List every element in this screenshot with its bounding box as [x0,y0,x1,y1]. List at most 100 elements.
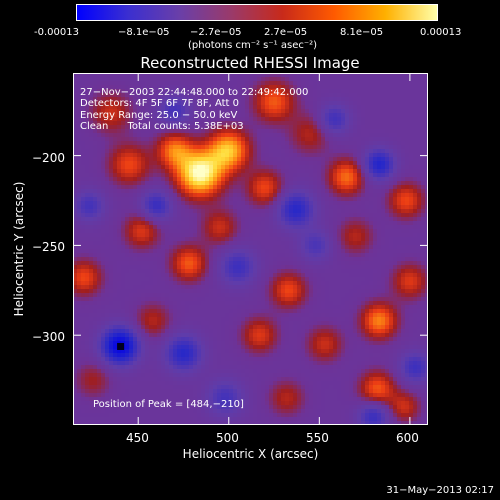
heatmap-cell [309,97,313,101]
heatmap-cell [349,293,353,297]
heatmap-cell [289,129,293,133]
heatmap-cell [185,285,189,289]
heatmap-cell [245,293,249,297]
heatmap-cell [389,105,393,109]
heatmap-cell [345,265,349,269]
heatmap-cell [229,221,233,225]
heatmap-cell [93,217,97,221]
heatmap-cell [365,265,369,269]
heatmap-cell [317,269,321,273]
heatmap-cell [389,237,393,241]
heatmap-cell [81,217,85,221]
heatmap-cell [321,213,325,217]
heatmap-cell [225,121,229,125]
heatmap-cell [377,273,381,277]
heatmap-cell [177,261,181,265]
heatmap-cell [321,169,325,173]
heatmap-cell [269,137,273,141]
heatmap-cell [229,197,233,201]
heatmap-cell [205,225,209,229]
heatmap-cell [285,113,289,117]
heatmap-cell [157,73,161,77]
heatmap-cell [397,93,401,97]
heatmap-cell [85,241,89,245]
heatmap-cell [221,277,225,281]
heatmap-cell [281,213,285,217]
heatmap-cell [285,281,289,285]
heatmap-cell [257,97,261,101]
heatmap-cell [341,125,345,129]
colorbar-tick-2: −8.1e−05 [118,27,170,38]
heatmap-cell [109,113,113,117]
heatmap-cell [277,197,281,201]
heatmap-cell [321,277,325,281]
heatmap-cell [89,113,93,117]
heatmap-cell [89,209,93,213]
heatmap-cell [185,145,189,149]
heatmap-cell [389,121,393,125]
heatmap-cell [185,165,189,169]
heatmap-cell [321,245,325,249]
heatmap-cell [285,289,289,293]
heatmap-cell [157,173,161,177]
heatmap-cell [245,265,249,269]
heatmap-cell [265,197,269,201]
heatmap-cell [117,157,121,161]
heatmap-cell [257,109,261,113]
heatmap-cell [193,221,197,225]
heatmap-cell [173,229,177,233]
heatmap-cell [425,133,428,137]
heatmap-cell [169,101,173,105]
heatmap-cell [317,129,321,133]
heatmap-cell [413,225,417,229]
heatmap-cell [217,125,221,129]
heatmap-cell [249,141,253,145]
heatmap-cell [285,97,289,101]
heatmap-cell [361,181,365,185]
heatmap-cell [377,221,381,225]
heatmap-cell [169,265,173,269]
heatmap-cell [105,185,109,189]
heatmap-cell [245,249,249,253]
heatmap-cell [89,97,93,101]
heatmap-cell [305,121,309,125]
heatmap-cell [333,137,337,141]
heatmap-cell [165,157,169,161]
heatmap-cell [257,153,261,157]
heatmap-cell [281,289,285,293]
heatmap-cell [281,241,285,245]
heatmap-cell [185,253,189,257]
heatmap-cell [133,157,137,161]
heatmap-cell [365,197,369,201]
heatmap-cell [169,105,173,109]
heatmap-cell [105,273,109,277]
heatmap-cell [129,169,133,173]
heatmap-cell [285,205,289,209]
heatmap-cell [137,193,141,197]
heatmap-cell [253,273,257,277]
heatmap-cell [93,205,97,209]
heatmap-cell [357,121,361,125]
heatmap-cell [153,201,157,205]
heatmap-cell [409,117,413,121]
heatmap-cell [261,293,265,297]
heatmap-cell [149,205,153,209]
heatmap-cell [105,269,109,273]
heatmap-cell [285,201,289,205]
heatmap-cell [181,277,185,281]
heatmap-cell [137,73,141,77]
heatmap-cell [425,177,428,181]
heatmap-cell [333,185,337,189]
heatmap-cell [225,93,229,97]
heatmap-cell [345,277,349,281]
heatmap-cell [409,81,413,85]
heatmap-cell [97,217,101,221]
heatmap-cell [177,285,181,289]
heatmap-cell [181,257,185,261]
heatmap-cell [165,245,169,249]
heatmap-cell [97,189,101,193]
heatmap-cell [357,273,361,277]
heatmap-cell [81,241,85,245]
heatmap-cell [421,173,425,177]
heatmap-cell [77,89,81,93]
